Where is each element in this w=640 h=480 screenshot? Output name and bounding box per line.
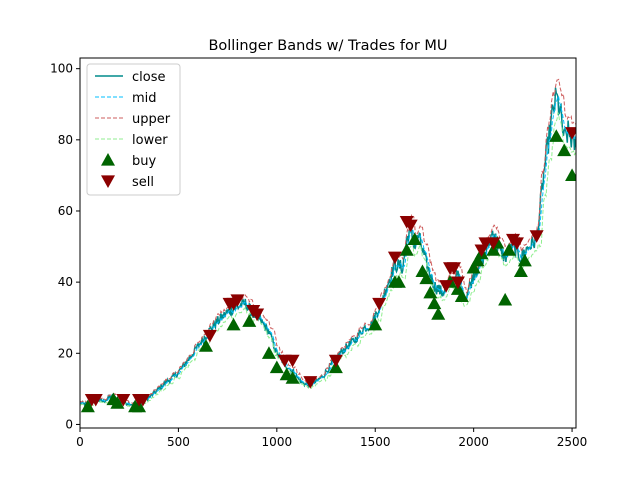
mid-line — [80, 95, 576, 406]
sell-marker — [250, 308, 265, 322]
y-tick-label: 20 — [58, 346, 73, 360]
series-group — [80, 78, 576, 413]
y-tick-label: 60 — [58, 204, 73, 218]
x-axis: 0 500 1000 1500 2000 2500 — [76, 428, 587, 449]
buy-marker — [226, 317, 241, 331]
buy-marker — [565, 168, 576, 182]
legend: close mid upper lower buy sell — [86, 63, 181, 196]
legend-label-upper: upper — [132, 112, 171, 127]
buy-marker — [407, 232, 422, 246]
buy-marker — [391, 275, 406, 288]
x-tick-label: 2000 — [458, 435, 489, 449]
x-tick-label: 500 — [167, 435, 190, 449]
sell-marker — [387, 251, 402, 265]
buy-marker — [261, 346, 276, 359]
buy-marker — [399, 243, 414, 256]
buy-marker — [454, 289, 469, 302]
sell-marker — [509, 237, 524, 250]
sell-marker — [565, 127, 576, 140]
sell-marker — [439, 280, 454, 293]
sell-marker — [303, 376, 318, 389]
legend-label-close: close — [132, 70, 165, 85]
buy-marker — [110, 396, 125, 409]
plot-area — [80, 78, 576, 413]
sell-marker — [88, 393, 103, 407]
buy-marker — [427, 296, 442, 310]
y-tick-label: 100 — [50, 62, 73, 76]
sell-marker — [202, 329, 217, 343]
sell-marker — [372, 297, 387, 311]
buy-marker — [269, 360, 284, 374]
buy-marker — [517, 253, 532, 267]
buy-marker — [198, 339, 213, 352]
buy-marker — [431, 307, 446, 320]
buy-marker — [466, 260, 481, 274]
sell-marker — [328, 354, 343, 368]
legend-swatch-buy — [101, 153, 115, 166]
buy-marker — [513, 264, 528, 278]
axes-frame — [79, 57, 577, 429]
buy-marker — [368, 317, 383, 331]
buy-marker — [419, 271, 434, 285]
legend-swatch-sell — [101, 175, 115, 188]
y-tick-label: 40 — [58, 275, 73, 289]
sell-marker — [529, 230, 544, 243]
sell-marker — [446, 262, 461, 275]
upper-line — [80, 78, 576, 405]
sell-marker — [403, 219, 418, 233]
sell-marker — [135, 393, 150, 407]
x-tick-label: 1000 — [262, 435, 293, 449]
chart-title: Bollinger Bands w/ Trades for MU — [208, 38, 447, 54]
legend-label-lower: lower — [132, 133, 168, 148]
buy-marker — [285, 371, 300, 384]
buy-marker — [557, 143, 572, 157]
buy-marker — [80, 399, 95, 413]
buy-marker — [470, 253, 485, 267]
legend-label-mid: mid — [132, 91, 157, 106]
sell-marker — [486, 237, 501, 250]
y-axis: 0 20 40 60 80 100 — [50, 62, 80, 431]
sell-marker — [230, 294, 245, 307]
sell-marker — [450, 276, 465, 290]
buy-marker — [423, 285, 438, 299]
sell-marker — [116, 393, 131, 407]
x-tick-label: 0 — [76, 435, 84, 449]
y-tick-label: 80 — [58, 133, 73, 147]
x-tick-label: 1500 — [360, 435, 391, 449]
legend-label-sell: sell — [132, 175, 154, 190]
buy-marker — [242, 314, 257, 327]
x-tick-label: 2500 — [557, 435, 588, 449]
buy-marker — [549, 129, 564, 142]
buy-marker — [498, 292, 513, 306]
y-tick-label: 0 — [65, 417, 73, 431]
sell-marker — [285, 354, 300, 368]
buy-marker — [502, 243, 517, 256]
legend-label-buy: buy — [132, 154, 156, 169]
